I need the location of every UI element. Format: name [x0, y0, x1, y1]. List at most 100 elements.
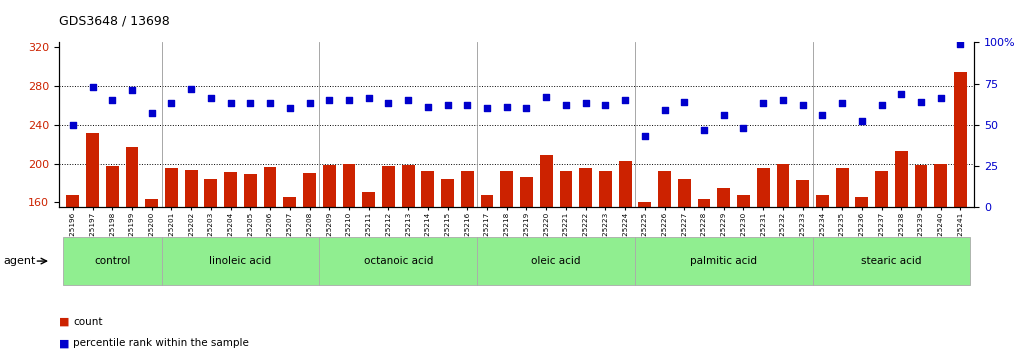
Point: [597, 102, 613, 108]
Point: [223, 101, 239, 106]
Bar: [303, 173, 316, 354]
Point: [735, 125, 752, 131]
Text: GDS3648 / 13698: GDS3648 / 13698: [59, 14, 170, 27]
Bar: [520, 177, 533, 354]
Bar: [855, 198, 869, 354]
Bar: [343, 164, 355, 354]
Bar: [876, 171, 888, 354]
Bar: [895, 151, 908, 354]
Bar: [954, 72, 967, 354]
Bar: [362, 192, 375, 354]
Text: stearic acid: stearic acid: [861, 256, 921, 266]
Point: [460, 102, 476, 108]
Text: oleic acid: oleic acid: [531, 256, 581, 266]
Point: [519, 105, 535, 111]
Point: [755, 101, 771, 106]
Point: [952, 41, 968, 47]
Point: [262, 101, 279, 106]
Text: ■: ■: [59, 317, 69, 327]
Text: percentile rank within the sample: percentile rank within the sample: [73, 338, 249, 348]
Point: [578, 101, 594, 106]
Bar: [382, 166, 395, 354]
Bar: [66, 195, 79, 354]
Point: [242, 101, 258, 106]
Text: linoleic acid: linoleic acid: [210, 256, 272, 266]
Bar: [639, 202, 651, 354]
Bar: [461, 171, 474, 354]
Point: [301, 101, 317, 106]
Point: [183, 86, 199, 91]
Bar: [737, 195, 750, 354]
Point: [874, 102, 890, 108]
Point: [341, 97, 357, 103]
Point: [361, 96, 377, 101]
Bar: [402, 165, 415, 354]
Point: [794, 102, 811, 108]
Bar: [777, 164, 789, 354]
Bar: [481, 195, 493, 354]
Point: [202, 96, 219, 101]
Bar: [717, 188, 730, 354]
Bar: [500, 171, 514, 354]
Bar: [185, 170, 197, 354]
Bar: [204, 179, 218, 354]
Point: [400, 97, 416, 103]
Bar: [796, 180, 810, 354]
Point: [893, 91, 909, 96]
Point: [124, 87, 140, 93]
Point: [498, 104, 515, 109]
Point: [84, 84, 101, 90]
Point: [282, 105, 298, 111]
Point: [933, 96, 949, 101]
Bar: [322, 165, 336, 354]
Point: [617, 97, 634, 103]
Point: [420, 104, 436, 109]
Bar: [618, 161, 632, 354]
Bar: [540, 155, 552, 354]
Text: palmitic acid: palmitic acid: [691, 256, 758, 266]
Point: [557, 102, 574, 108]
Point: [439, 102, 456, 108]
Text: count: count: [73, 317, 103, 327]
Bar: [224, 172, 237, 354]
Bar: [698, 199, 711, 354]
Point: [637, 133, 653, 139]
Bar: [106, 166, 119, 354]
Point: [716, 112, 732, 118]
Bar: [263, 167, 277, 354]
Point: [834, 101, 850, 106]
Point: [853, 119, 870, 124]
Bar: [421, 171, 434, 354]
Bar: [836, 169, 848, 354]
Point: [538, 94, 554, 99]
Bar: [284, 198, 296, 354]
Point: [656, 107, 672, 113]
Bar: [580, 169, 592, 354]
Point: [65, 122, 81, 128]
Bar: [757, 169, 770, 354]
Bar: [935, 164, 947, 354]
Point: [696, 127, 712, 132]
Bar: [125, 147, 138, 354]
Bar: [678, 179, 691, 354]
Point: [380, 101, 397, 106]
Text: agent: agent: [3, 256, 36, 266]
Bar: [145, 199, 158, 354]
Bar: [599, 171, 612, 354]
Bar: [165, 169, 178, 354]
Bar: [914, 165, 928, 354]
Bar: [244, 174, 256, 354]
Text: octanoic acid: octanoic acid: [364, 256, 433, 266]
Point: [104, 97, 120, 103]
Bar: [658, 171, 671, 354]
Point: [676, 99, 693, 104]
Bar: [559, 171, 573, 354]
Bar: [816, 195, 829, 354]
Point: [479, 105, 495, 111]
Point: [775, 97, 791, 103]
Bar: [86, 132, 99, 354]
Point: [321, 97, 338, 103]
Point: [913, 99, 930, 104]
Point: [143, 110, 160, 116]
Bar: [441, 179, 454, 354]
